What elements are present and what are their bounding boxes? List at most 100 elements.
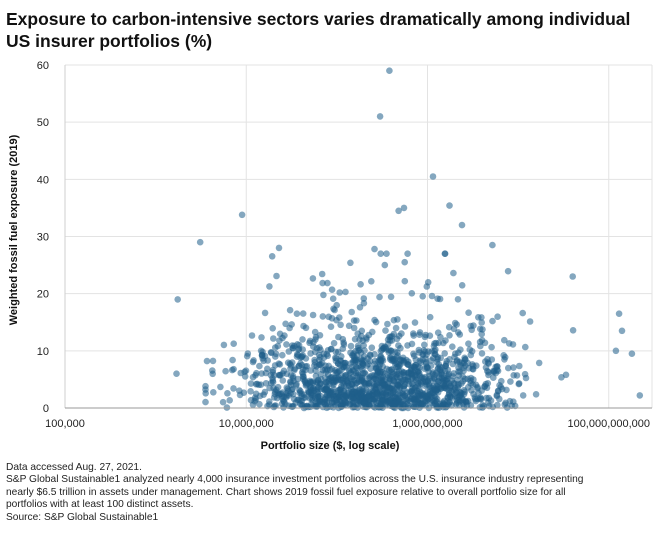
y-tick-label: 10: [37, 346, 49, 358]
x-tick-label: 100,000: [45, 418, 85, 430]
data-point: [311, 393, 319, 400]
data-point: [489, 241, 496, 249]
data-point: [516, 362, 523, 370]
data-point: [408, 394, 416, 402]
x-axis-label: Portfolio size ($, log scale): [261, 440, 400, 452]
data-point: [401, 258, 409, 266]
data-point: [253, 369, 260, 377]
data-point: [384, 336, 392, 344]
data-points: [173, 67, 644, 412]
data-point: [403, 395, 410, 403]
data-point: [522, 374, 530, 382]
data-point: [279, 351, 286, 359]
data-point: [327, 323, 335, 331]
data-point: [219, 398, 227, 406]
data-point: [270, 394, 278, 401]
data-point: [317, 346, 324, 354]
data-point: [384, 320, 391, 328]
data-point: [476, 338, 484, 346]
data-point: [271, 372, 278, 379]
data-point: [506, 397, 514, 405]
data-point: [309, 311, 317, 319]
data-point: [311, 328, 319, 336]
data-point: [302, 363, 309, 370]
data-point: [510, 364, 517, 371]
data-point: [395, 332, 403, 340]
data-point: [370, 396, 378, 403]
data-point: [373, 365, 380, 372]
data-point: [377, 250, 385, 257]
data-point: [269, 325, 277, 332]
data-point: [382, 389, 390, 396]
data-point: [261, 309, 269, 317]
data-point: [347, 259, 354, 267]
data-point: [275, 244, 283, 252]
data-point: [377, 401, 385, 408]
chart-title: Exposure to carbon-intensive sectors var…: [6, 9, 631, 51]
data-point: [400, 401, 408, 409]
data-point: [247, 388, 254, 395]
data-point: [258, 334, 265, 341]
data-point: [284, 359, 292, 367]
data-point: [430, 374, 438, 382]
data-point: [356, 336, 363, 343]
data-point: [465, 340, 472, 348]
axes: 100,000 10,000,000 1,000,000,000 100,000,00…: [37, 60, 652, 430]
data-point: [268, 252, 276, 260]
data-point: [256, 400, 263, 408]
data-point: [383, 250, 390, 257]
data-point: [253, 380, 261, 388]
data-point: [296, 386, 303, 394]
data-point: [248, 332, 256, 339]
data-point: [392, 324, 400, 332]
data-point: [421, 348, 429, 355]
data-point: [330, 339, 338, 347]
data-point: [458, 282, 466, 289]
data-point: [295, 346, 302, 354]
data-point: [411, 319, 419, 326]
data-point: [247, 380, 255, 387]
data-point: [337, 321, 344, 329]
data-point: [260, 357, 267, 365]
data-point: [489, 317, 496, 325]
data-point: [267, 379, 275, 387]
y-tick-label: 60: [37, 60, 49, 72]
data-point: [333, 316, 340, 324]
y-tick-label: 0: [43, 403, 49, 415]
data-point: [306, 337, 314, 345]
data-point: [510, 372, 517, 379]
data-point: [300, 373, 307, 380]
data-point: [348, 375, 355, 383]
data-point: [478, 319, 486, 326]
data-point: [340, 339, 347, 347]
note-source: Source: S&P Global Sustainable1: [6, 511, 159, 523]
note-data-accessed: Data accessed Aug. 27, 2021.: [6, 462, 142, 473]
note-description-2: nearly $6.5 trillion in assets under man…: [6, 486, 566, 498]
data-point: [282, 320, 289, 328]
data-point: [453, 358, 461, 365]
data-point: [348, 394, 355, 401]
data-point: [455, 329, 462, 336]
data-point: [501, 336, 508, 344]
data-point: [435, 360, 443, 368]
data-point: [488, 356, 496, 363]
data-point: [526, 318, 534, 325]
data-point: [286, 324, 293, 332]
data-point: [347, 342, 355, 350]
data-point: [329, 390, 337, 397]
data-point: [505, 364, 512, 372]
data-point: [203, 357, 211, 365]
data-point: [434, 329, 442, 337]
data-point: [384, 371, 392, 379]
data-point: [394, 316, 401, 323]
data-point: [488, 343, 495, 351]
data-point: [268, 349, 275, 357]
data-point: [256, 362, 263, 370]
data-point: [485, 371, 492, 379]
data-point: [339, 345, 347, 353]
data-point: [350, 388, 358, 396]
data-point: [437, 354, 445, 362]
data-point: [410, 352, 418, 360]
data-point: [441, 250, 449, 257]
data-point: [476, 404, 484, 411]
